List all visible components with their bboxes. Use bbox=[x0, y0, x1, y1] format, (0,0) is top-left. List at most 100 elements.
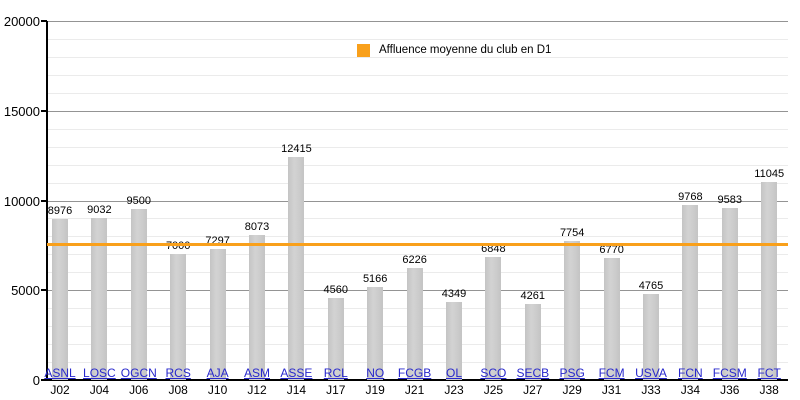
major-gridline bbox=[47, 21, 788, 22]
bar-value-label: 7754 bbox=[559, 226, 585, 239]
bar-value-label: 4349 bbox=[441, 287, 467, 300]
bar bbox=[643, 294, 659, 380]
minor-gridline bbox=[47, 218, 788, 220]
minor-gridline bbox=[47, 56, 788, 58]
matchday-label: J25 bbox=[483, 383, 504, 397]
matchday-label: J04 bbox=[89, 383, 110, 397]
y-axis-label: 20000 bbox=[3, 14, 40, 29]
bar bbox=[130, 209, 147, 380]
club-link[interactable]: ASM bbox=[243, 366, 270, 380]
bar bbox=[682, 204, 699, 380]
matchday-label: J12 bbox=[247, 383, 267, 397]
club-link[interactable]: FCM bbox=[598, 366, 625, 380]
club-link[interactable]: ASSE bbox=[280, 366, 313, 380]
matchday-label: J02 bbox=[50, 383, 70, 397]
bar bbox=[524, 303, 541, 380]
club-link[interactable]: SECB bbox=[516, 366, 550, 380]
bar bbox=[406, 268, 423, 380]
bar bbox=[485, 257, 502, 380]
club-link[interactable]: ASNL bbox=[44, 366, 76, 380]
bar-value-label: 6770 bbox=[599, 244, 624, 257]
y-axis-tick bbox=[41, 20, 47, 22]
matchday-label: J17 bbox=[326, 383, 346, 397]
bar bbox=[91, 217, 108, 380]
bar-value-label: 9032 bbox=[87, 203, 112, 216]
minor-gridline bbox=[47, 92, 788, 94]
average-attendance-line bbox=[47, 243, 788, 247]
matchday-label: J36 bbox=[720, 383, 740, 397]
club-link[interactable]: USVA bbox=[635, 366, 667, 380]
legend-label: Affluence moyenne du club en D1 bbox=[379, 44, 552, 56]
bar-value-label: 4560 bbox=[323, 284, 349, 297]
major-gridline bbox=[47, 110, 788, 112]
minor-gridline bbox=[47, 182, 788, 184]
bar-value-label: 12415 bbox=[281, 143, 312, 156]
minor-gridline bbox=[47, 128, 788, 130]
bar bbox=[446, 301, 462, 380]
club-link[interactable]: RCL bbox=[323, 366, 348, 380]
matchday-label: J08 bbox=[168, 383, 188, 397]
matchday-label: J21 bbox=[404, 383, 425, 397]
bar bbox=[209, 249, 226, 380]
bar-value-label: 4261 bbox=[520, 289, 546, 302]
y-axis-label: 15000 bbox=[3, 103, 40, 119]
y-axis-label: 0 bbox=[32, 373, 40, 388]
bar-value-label: 9768 bbox=[678, 190, 703, 203]
x-axis-line bbox=[47, 379, 788, 381]
club-link[interactable]: LOSC bbox=[83, 366, 116, 380]
club-link[interactable]: FCN bbox=[678, 366, 703, 380]
bar-value-label: 5166 bbox=[362, 273, 388, 286]
matchday-label: J27 bbox=[523, 383, 543, 397]
club-link[interactable]: FCSM bbox=[712, 366, 747, 380]
club-link[interactable]: OL bbox=[445, 366, 462, 380]
bar bbox=[721, 207, 738, 380]
minor-gridline bbox=[47, 254, 788, 256]
bar-value-label: 4765 bbox=[638, 280, 664, 293]
bar-value-label: 6848 bbox=[481, 243, 506, 256]
matchday-label: J06 bbox=[129, 383, 149, 397]
matchday-label: J23 bbox=[444, 383, 464, 397]
bar bbox=[170, 254, 187, 380]
legend-average-line-swatch bbox=[357, 43, 370, 57]
y-axis-tick bbox=[41, 199, 47, 202]
bar-value-label: 9500 bbox=[126, 195, 152, 208]
matchday-label: J29 bbox=[562, 383, 582, 397]
chart-legend: Affluence moyenne du club en D1 bbox=[357, 43, 551, 57]
y-axis-tick bbox=[41, 109, 47, 112]
bar bbox=[367, 287, 384, 380]
minor-gridline bbox=[47, 164, 788, 166]
bar bbox=[761, 181, 778, 380]
y-axis-tick bbox=[41, 289, 47, 292]
bar bbox=[603, 258, 620, 380]
matchday-label: J33 bbox=[641, 383, 661, 397]
matchday-label: J19 bbox=[365, 383, 385, 397]
club-link[interactable]: FCGB bbox=[397, 366, 432, 380]
club-link[interactable]: OGCN bbox=[120, 366, 157, 380]
bar-value-label: 11045 bbox=[754, 167, 785, 180]
club-link[interactable]: RCS bbox=[165, 366, 191, 380]
club-link[interactable]: NO bbox=[366, 366, 385, 380]
club-link[interactable]: FCT bbox=[757, 366, 781, 380]
y-axis-label: 5000 bbox=[11, 283, 40, 299]
major-gridline bbox=[47, 200, 788, 202]
matchday-label: J38 bbox=[759, 383, 779, 397]
bar bbox=[249, 235, 265, 380]
club-link[interactable]: AJA bbox=[206, 366, 229, 380]
bar-value-label: 9583 bbox=[717, 193, 743, 206]
bar bbox=[564, 240, 581, 380]
bar-value-label: 7297 bbox=[205, 235, 230, 248]
y-axis-label: 10000 bbox=[3, 193, 40, 209]
y-axis-tick bbox=[41, 379, 47, 381]
bar bbox=[288, 157, 305, 380]
bar-value-label: 8976 bbox=[47, 204, 73, 217]
club-link[interactable]: SCO bbox=[480, 366, 507, 380]
minor-gridline bbox=[47, 146, 788, 148]
club-link[interactable]: PSG bbox=[559, 366, 585, 380]
y-axis-line bbox=[46, 21, 48, 380]
matchday-label: J31 bbox=[601, 383, 622, 397]
bar bbox=[52, 218, 68, 380]
matchday-label: J14 bbox=[286, 383, 307, 397]
bar-value-label: 8073 bbox=[244, 221, 270, 234]
minor-gridline bbox=[47, 38, 788, 40]
